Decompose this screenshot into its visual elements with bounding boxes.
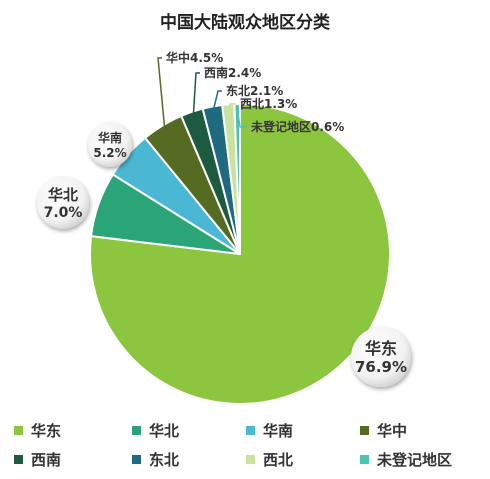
legend-item-2: 华南: [246, 420, 293, 441]
bubble-value-2: 5.2%: [93, 146, 126, 160]
legend-label: 西北: [263, 451, 294, 469]
bubble-label-2: [88, 123, 132, 167]
leader-line-7: [236, 108, 247, 128]
leader-line-4: [192, 72, 200, 117]
bubble-name-2: 华南: [98, 130, 122, 145]
slice-label-7: 未登记地区0.6%: [250, 119, 344, 134]
slice-label-6: 西北1.3%: [240, 96, 297, 111]
pie-slice-0: [89, 102, 391, 405]
legend-item-1: 华北: [132, 420, 179, 441]
slice-label-4: 西南2.4%: [204, 65, 261, 80]
legend-swatch: [132, 455, 141, 464]
bubble-value-0: 76.9%: [355, 358, 407, 376]
bubble-name-0: 华东: [365, 339, 397, 358]
legend-label: 西南: [31, 451, 62, 469]
legend-label: 华中: [377, 422, 408, 440]
legend-swatch: [246, 455, 255, 464]
legend-label: 华北: [149, 422, 180, 440]
legend-swatch: [246, 426, 255, 435]
legend-label: 未登记地区: [377, 451, 453, 469]
chart-title: 中国大陆观众地区分类: [160, 13, 330, 33]
bubble-label-1: [37, 177, 89, 229]
legend-item-4: 西南: [14, 449, 61, 470]
slice-label-3: 华中4.5%: [166, 50, 223, 65]
legend-swatch: [132, 426, 141, 435]
legend-swatch: [14, 455, 23, 464]
leader-line-3: [157, 57, 166, 130]
bubble-value-1: 7.0%: [44, 205, 83, 221]
legend-swatch: [360, 455, 369, 464]
leader-line-5: [212, 90, 222, 112]
legend-swatch: [14, 426, 23, 435]
legend-label: 华南: [263, 422, 294, 440]
legend-item-7: 未登记地区: [360, 449, 452, 470]
legend-swatch: [360, 426, 369, 435]
bubble-label-0: [351, 327, 411, 387]
pie-chart: 华中4.5%西南2.4% 东北2.1%西北1.3% 未登记地区0.6% 华东76.9…: [37, 50, 411, 405]
legend-item-0: 华东: [14, 420, 61, 441]
legend-item-5: 东北: [132, 449, 179, 470]
legend-item-3: 华中: [360, 420, 407, 441]
slice-label-5: 东北2.1%: [226, 83, 283, 98]
leader-line-6: [227, 103, 236, 110]
legend-label: 华东: [31, 422, 62, 440]
bubble-name-1: 华北: [48, 186, 78, 204]
legend-item-6: 西北: [246, 449, 293, 470]
legend-label: 东北: [149, 451, 180, 469]
